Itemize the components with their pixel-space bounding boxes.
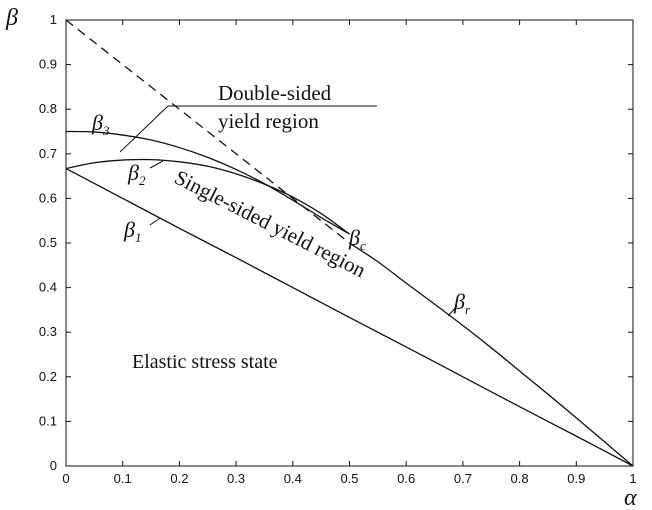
series-line-c xyxy=(65,19,350,244)
curve-label-betac: βc xyxy=(348,225,366,253)
x-axis-label: α xyxy=(624,485,637,510)
x-tick-label: 0.9 xyxy=(567,471,585,486)
x-tick-label: 0.8 xyxy=(511,471,529,486)
annotation-double-line1: Double-sided xyxy=(218,81,332,105)
x-tick-label: 0.3 xyxy=(227,471,245,486)
y-tick-label: 0.8 xyxy=(39,101,57,116)
y-tick-label: 1 xyxy=(50,12,57,27)
y-tick-label: 0.5 xyxy=(39,235,57,250)
annotation-double-line2: yield region xyxy=(218,109,319,133)
x-tick-label: 0.6 xyxy=(397,471,415,486)
y-tick-label: 0.1 xyxy=(39,413,57,428)
x-tick-label: 0.2 xyxy=(170,471,188,486)
x-tick-label: 0.7 xyxy=(454,471,472,486)
callout-beta1 xyxy=(149,217,161,226)
callout-beta3 xyxy=(119,105,169,153)
y-tick-label: 0 xyxy=(50,458,57,473)
series-line-r xyxy=(349,242,634,467)
y-tick-label: 0.4 xyxy=(39,280,57,295)
y-tick-label: 0.7 xyxy=(39,146,57,161)
y-tick-label: 0.3 xyxy=(39,324,57,339)
series-line-3 xyxy=(65,130,350,235)
series-line-1 xyxy=(65,167,634,467)
x-tick-labels: 0 0.1 0.2 0.3 0.4 0.5 0.6 0.7 0.8 0.9 1 xyxy=(62,471,636,486)
y-tick-label: 0.9 xyxy=(39,57,57,72)
x-tick-label: 0.5 xyxy=(340,471,358,486)
curve-label-beta3: β3 xyxy=(91,110,110,138)
x-tick-label: 0.4 xyxy=(284,471,302,486)
y-tick-labels: 0 0.1 0.2 0.3 0.4 0.5 0.6 0.7 0.8 0.9 1 xyxy=(39,12,57,473)
curve-label-beta2: β2 xyxy=(127,160,146,188)
annotation-elastic: Elastic stress state xyxy=(132,351,278,373)
callout-betar xyxy=(447,305,458,317)
x-tick-label: 0 xyxy=(62,471,69,486)
series-line-2 xyxy=(65,158,350,235)
x-tick-label: 0.1 xyxy=(114,471,132,486)
curve-label-betar: βr xyxy=(453,289,471,317)
y-axis-label: β xyxy=(5,5,18,31)
y-tick-label: 0.2 xyxy=(39,369,57,384)
curve-label-beta1: β1 xyxy=(123,217,141,245)
callout-beta2 xyxy=(149,160,164,169)
x-tick-label: 1 xyxy=(629,471,636,486)
y-tick-label: 0.6 xyxy=(39,190,57,205)
annotation-single: Single-sided yield region xyxy=(171,165,370,282)
